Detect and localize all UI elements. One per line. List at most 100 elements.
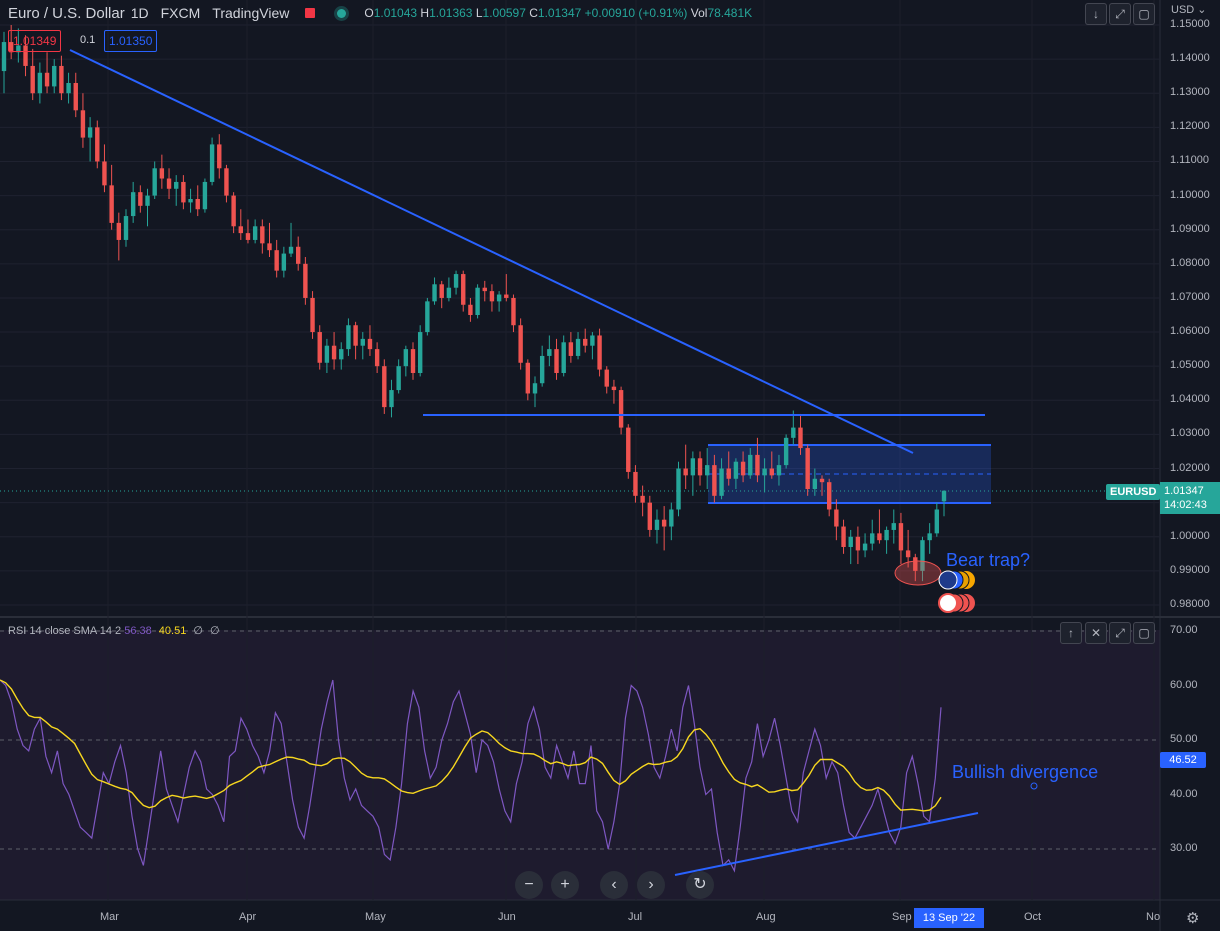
divergence-anchor[interactable] <box>1030 782 1038 790</box>
eu-event-icons[interactable] <box>938 570 975 590</box>
currency-selector[interactable]: USD ⌄ <box>1171 4 1207 16</box>
candle-body <box>346 325 351 350</box>
us-event-icons[interactable] <box>938 593 975 613</box>
candle-body <box>783 437 789 466</box>
candle-body <box>66 83 71 94</box>
price-tick: 1.07000 <box>1170 290 1210 303</box>
candle-body <box>44 72 50 87</box>
candle-body <box>109 185 114 223</box>
candle-body <box>30 65 35 94</box>
candle-body <box>583 338 588 346</box>
candle-body <box>432 284 437 302</box>
price-tick: 1.14000 <box>1170 52 1210 65</box>
spread-value: 0.1 <box>80 34 96 46</box>
rsi-legend[interactable]: RSI 14 close SMA 14 2 56.38 40.51 ∅ ∅ <box>8 624 220 637</box>
candle <box>934 502 940 537</box>
descending-trendline[interactable] <box>69 49 914 454</box>
divergence-trendline[interactable] <box>674 812 979 876</box>
move-up-icon[interactable]: ↑ <box>1060 622 1082 644</box>
bear-trap-ellipse[interactable] <box>894 560 942 586</box>
candle-body <box>697 458 703 476</box>
price-tick: 0.99000 <box>1170 563 1210 576</box>
buy-price-button[interactable]: 1.01350 <box>104 30 158 52</box>
candle <box>633 465 638 503</box>
candle <box>417 325 423 377</box>
maximize-pane-icon[interactable]: ▢ <box>1133 622 1155 644</box>
candle <box>23 35 28 77</box>
price-tick: 1.12000 <box>1170 120 1210 133</box>
candle <box>891 509 896 544</box>
candle-body <box>525 362 531 394</box>
symbol-title[interactable]: Euro / U.S. Dollar <box>8 4 125 22</box>
price-tick: 1.05000 <box>1170 359 1210 372</box>
maximize-icon[interactable]: ▢ <box>1133 3 1155 25</box>
candle <box>683 444 688 489</box>
candle-body <box>224 168 229 196</box>
scroll-right-icon[interactable]: › <box>637 871 665 899</box>
scroll-left-icon[interactable]: ‹ <box>600 871 628 899</box>
candle <box>475 284 480 319</box>
candle <box>726 451 731 486</box>
candle-body <box>690 458 696 476</box>
candle <box>130 181 136 223</box>
expand-pane-icon[interactable]: ⤢ <box>1109 622 1131 644</box>
candlestick-series <box>1 25 947 582</box>
candle-body <box>489 291 495 302</box>
candle <box>712 454 717 503</box>
bear-trap-annotation[interactable]: Bear trap? <box>946 550 1031 570</box>
time-tick: Jun <box>498 911 516 923</box>
candle-body <box>59 65 64 94</box>
candle <box>116 212 122 261</box>
candle <box>374 342 380 373</box>
candle-body <box>611 386 617 391</box>
candle <box>841 519 846 554</box>
candle-body <box>819 478 825 483</box>
candle-body <box>95 127 100 162</box>
reset-chart-icon[interactable]: ↻ <box>686 871 714 899</box>
candle <box>740 451 746 483</box>
sell-price-button[interactable]: 1.01349 <box>8 30 62 52</box>
settings-gear-icon[interactable]: ⚙ <box>1186 910 1200 927</box>
interval-label[interactable]: 1D <box>130 5 149 21</box>
candle <box>102 144 107 193</box>
candle <box>920 536 925 582</box>
candle-body <box>891 523 896 530</box>
flag-icon[interactable] <box>305 8 316 18</box>
candle <box>367 325 373 356</box>
candle-body <box>238 226 243 234</box>
candle <box>669 502 674 541</box>
candle <box>245 219 251 244</box>
candle <box>159 154 165 189</box>
rsi-line <box>0 679 942 873</box>
candle <box>561 335 566 377</box>
candle-body <box>848 536 853 547</box>
candle <box>690 451 696 496</box>
candle-body <box>597 335 602 370</box>
candle-body <box>877 533 882 541</box>
close-pane-icon[interactable]: ✕ <box>1085 622 1107 644</box>
zoom-in-icon[interactable]: + <box>551 871 579 899</box>
candle-body <box>654 519 660 530</box>
candle-body <box>898 523 904 551</box>
candle-body <box>834 509 839 527</box>
candle <box>805 444 810 496</box>
candle <box>539 345 545 387</box>
candle <box>59 55 64 101</box>
candle-body <box>618 390 624 428</box>
candle-body <box>87 127 93 138</box>
collapse-down-icon[interactable]: ↓ <box>1085 3 1107 25</box>
zoom-out-icon[interactable]: − <box>515 871 543 899</box>
bullish-divergence-annotation[interactable]: Bullish divergence <box>952 762 1099 782</box>
candle <box>425 297 430 336</box>
time-tick: Mar <box>100 911 119 923</box>
candle-body <box>166 178 172 189</box>
candle <box>281 246 287 278</box>
candle <box>87 117 93 162</box>
candle-body <box>152 168 157 196</box>
candle <box>95 120 100 169</box>
price-tick: 1.06000 <box>1170 325 1210 338</box>
candle-body <box>568 342 574 356</box>
candle <box>331 332 337 370</box>
expand-icon[interactable]: ⤢ <box>1109 3 1131 25</box>
